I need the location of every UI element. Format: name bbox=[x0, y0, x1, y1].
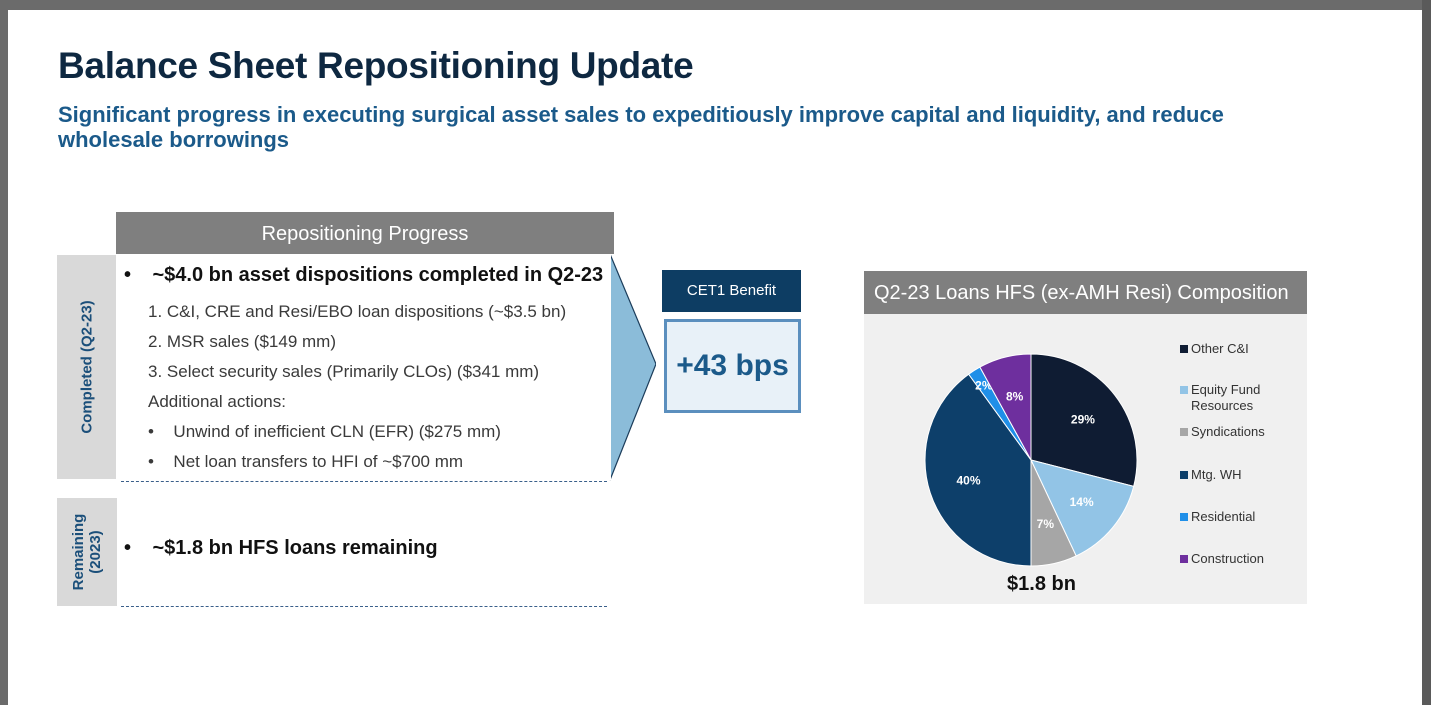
page-title: Balance Sheet Repositioning Update bbox=[58, 45, 694, 86]
pie-slice-equity-fund-resources bbox=[1030, 459, 1135, 557]
legend-swatch bbox=[1180, 386, 1188, 394]
remaining-label: Remaining (2023) bbox=[57, 498, 117, 606]
legend-swatch bbox=[1180, 513, 1188, 521]
pie-slice-mtg-wh bbox=[924, 373, 1032, 567]
pie-label-equity-fund-resources: 14% bbox=[1070, 495, 1094, 509]
completed-main-bullet: ~$4.0 bn asset dispositions completed in… bbox=[152, 264, 604, 286]
completed-item-3: 3. Select security sales (Primarily CLOs… bbox=[148, 362, 540, 381]
remaining-label-text: Remaining (2023) bbox=[70, 514, 104, 591]
pie-slice-construction bbox=[979, 353, 1032, 461]
divider-completed bbox=[121, 481, 607, 482]
window-edge bbox=[1422, 0, 1431, 705]
pie-label-syndications: 7% bbox=[1037, 517, 1055, 531]
legend-label: Other C&I bbox=[1191, 341, 1249, 356]
completed-label: Completed (Q2-23) bbox=[57, 255, 117, 479]
remaining-label-line-2: (2023) bbox=[87, 530, 104, 574]
legend-swatch bbox=[1180, 471, 1188, 479]
pie-panel: Q2-23 Loans HFS (ex-AMH Resi) Compositio… bbox=[864, 271, 1307, 604]
cet1-value: +43 bps bbox=[664, 319, 801, 413]
sub-item-1: Unwind of inefficient CLN (EFR) ($275 mm… bbox=[173, 422, 501, 441]
additional-actions-label: Additional actions: bbox=[148, 392, 286, 411]
pie-label-construction: 8% bbox=[1006, 389, 1024, 403]
pie-slice-other-c-i bbox=[1030, 353, 1138, 487]
legend-swatch bbox=[1180, 428, 1188, 436]
legend-label: Mtg. WH bbox=[1191, 467, 1242, 482]
legend-label: Syndications bbox=[1191, 424, 1265, 439]
remaining-label-line-1: Remaining bbox=[70, 513, 87, 591]
pie-header: Q2-23 Loans HFS (ex-AMH Resi) Compositio… bbox=[864, 271, 1307, 314]
legend-swatch bbox=[1180, 555, 1188, 563]
completed-label-text: Completed (Q2-23) bbox=[78, 300, 96, 434]
sub-bullet-glyph: • bbox=[148, 422, 154, 441]
legend-label: Construction bbox=[1191, 551, 1264, 566]
pie-chart: 29%14%7%40%2%8% bbox=[924, 353, 1138, 567]
divider-remaining bbox=[121, 606, 607, 607]
completed-item-1: 1. C&I, CRE and Resi/EBO loan dispositio… bbox=[148, 302, 567, 321]
legend-label: Equity Fund Resources bbox=[1191, 382, 1261, 413]
pie-label-other-c-i: 29% bbox=[1071, 413, 1095, 427]
pie-label-mtg-wh: 40% bbox=[956, 473, 980, 487]
progress-header: Repositioning Progress bbox=[116, 212, 614, 254]
page-subtitle: Significant progress in executing surgic… bbox=[58, 102, 1224, 152]
legend-label: Residential bbox=[1191, 509, 1256, 524]
legend-swatch bbox=[1180, 345, 1188, 353]
remaining-bullet: ~$1.8 bn HFS loans remaining bbox=[152, 537, 438, 559]
progress-arrow-head bbox=[609, 254, 656, 481]
bullet-glyph: • bbox=[124, 264, 132, 286]
slide: Balance Sheet Repositioning Update Signi… bbox=[8, 10, 1422, 705]
sub-item-2: Net loan transfers to HFI of ~$700 mm bbox=[173, 452, 464, 471]
completed-item-2: 2. MSR sales ($149 mm) bbox=[148, 332, 336, 351]
sub-bullet-glyph: • bbox=[148, 452, 154, 471]
pie-total: $1.8 bn bbox=[1007, 573, 1076, 595]
remaining-bullet-glyph: • bbox=[124, 537, 132, 559]
cet1-label: CET1 Benefit bbox=[662, 270, 801, 312]
progress-arrow bbox=[116, 254, 656, 481]
